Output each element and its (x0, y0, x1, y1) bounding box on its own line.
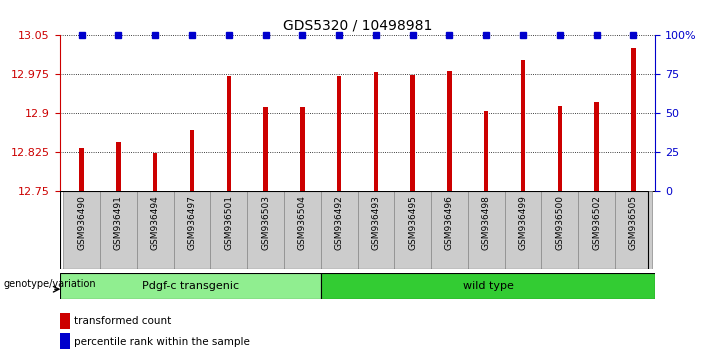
Bar (153, 153, 158, 191)
Text: percentile rank within the sample: percentile rank within the sample (74, 337, 250, 347)
Bar (226, 76, 231, 191)
Bar (484, 111, 489, 191)
Text: GSM936497: GSM936497 (187, 195, 196, 250)
Text: GSM936491: GSM936491 (114, 195, 123, 250)
Bar (79, 148, 84, 191)
Text: wild type: wild type (463, 281, 514, 291)
Bar (300, 107, 304, 191)
Text: GSM936503: GSM936503 (261, 195, 270, 250)
Bar (394, 191, 431, 269)
Bar (100, 191, 137, 269)
Bar (615, 191, 652, 269)
Bar (321, 273, 655, 299)
Bar (60, 313, 70, 329)
Text: GSM936490: GSM936490 (77, 195, 86, 250)
Bar (174, 191, 210, 269)
Text: GSM936493: GSM936493 (372, 195, 381, 250)
Bar (557, 106, 562, 191)
Bar (247, 191, 284, 269)
Bar (431, 191, 468, 269)
Bar (521, 60, 525, 191)
Text: GSM936500: GSM936500 (555, 195, 564, 250)
Text: transformed count: transformed count (74, 316, 172, 326)
Text: genotype/variation: genotype/variation (4, 279, 96, 289)
Bar (631, 48, 636, 191)
Bar (190, 130, 194, 191)
Bar (337, 76, 341, 191)
Text: Pdgf-c transgenic: Pdgf-c transgenic (142, 281, 239, 291)
Text: GSM936496: GSM936496 (445, 195, 454, 250)
Bar (60, 273, 321, 299)
Bar (541, 191, 578, 269)
Text: GSM936505: GSM936505 (629, 195, 638, 250)
Bar (447, 71, 451, 191)
Text: GSM936495: GSM936495 (408, 195, 417, 250)
Bar (374, 72, 378, 191)
Text: GSM936492: GSM936492 (334, 195, 343, 250)
Bar (63, 191, 100, 269)
Bar (468, 191, 505, 269)
Text: GSM936502: GSM936502 (592, 195, 601, 250)
Text: GSM936504: GSM936504 (298, 195, 307, 250)
Bar (137, 191, 174, 269)
Bar (264, 107, 268, 191)
Bar (594, 102, 599, 191)
Bar (358, 191, 394, 269)
Text: GSM936494: GSM936494 (151, 195, 160, 250)
Bar (284, 191, 321, 269)
Bar (60, 333, 70, 349)
Title: GDS5320 / 10498981: GDS5320 / 10498981 (283, 19, 433, 33)
Bar (411, 75, 415, 191)
Text: GSM936499: GSM936499 (519, 195, 528, 250)
Text: GSM936501: GSM936501 (224, 195, 233, 250)
Text: GSM936498: GSM936498 (482, 195, 491, 250)
Bar (578, 191, 615, 269)
Bar (505, 191, 541, 269)
Bar (321, 191, 358, 269)
Bar (210, 191, 247, 269)
Bar (116, 142, 121, 191)
